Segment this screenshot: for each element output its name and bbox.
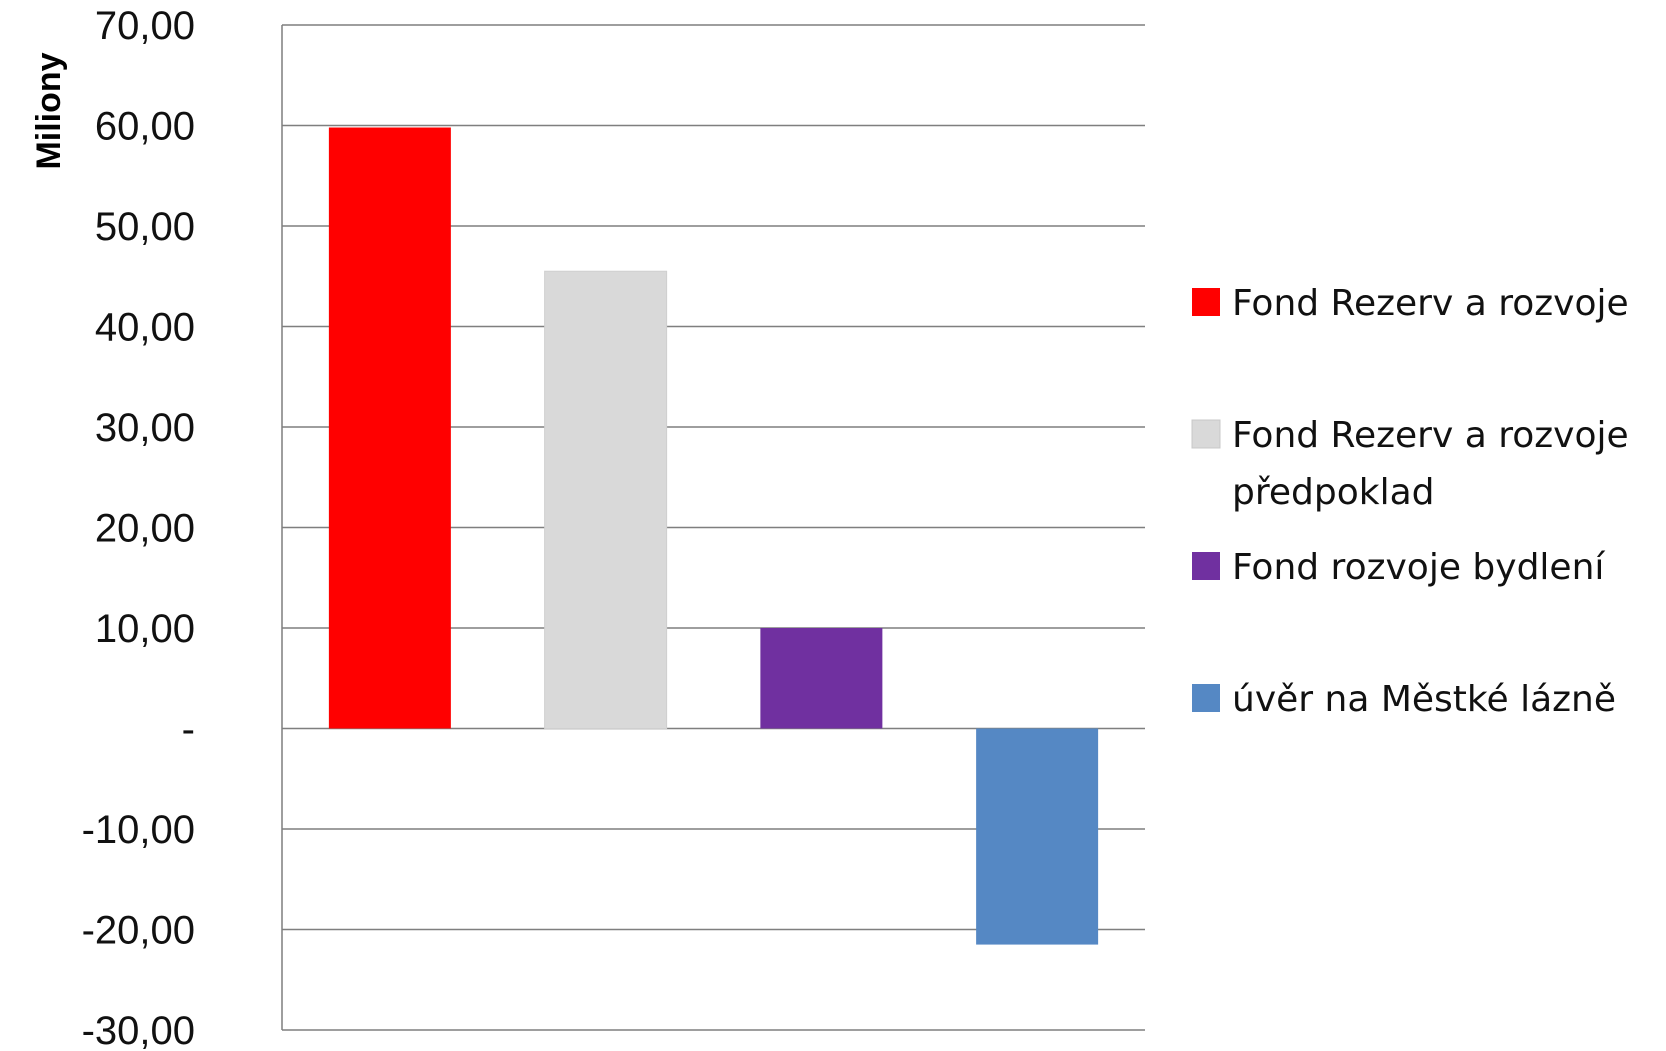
legend-label-3: Fond rozvoje bydlení <box>1232 547 1605 588</box>
y-tick-label: 30,00 <box>95 406 195 450</box>
legend: Fond Rezerv a rozvoje Fond Rezerv a rozvo… <box>1191 283 1629 720</box>
y-tick-label: 70,00 <box>95 4 195 48</box>
y-tick-label: - <box>182 708 195 752</box>
y-tick-label: 50,00 <box>95 205 195 249</box>
legend-swatch-2 <box>1191 419 1221 449</box>
y-tick-label: -10,00 <box>82 808 195 852</box>
legend-label-4: úvěr na Městké lázně <box>1232 679 1616 720</box>
bars <box>328 127 1099 945</box>
y-tick-label: -30,00 <box>82 1009 195 1051</box>
legend-label-2: Fond Rezerv a rozvoje předpoklad <box>1232 415 1629 513</box>
bar-3 <box>760 628 883 729</box>
legend-swatch-4 <box>1192 684 1220 712</box>
bar-1 <box>328 127 451 729</box>
bar-4 <box>976 728 1099 945</box>
y-tick-label: -20,00 <box>82 909 195 953</box>
y-axis-title: Miliony <box>30 52 68 169</box>
y-tick-label: 10,00 <box>95 607 195 651</box>
y-tick-labels: 70,00 60,00 50,00 40,00 30,00 20,00 10,00 - -10,… <box>82 4 195 1051</box>
y-tick-label: 60,00 <box>95 105 195 149</box>
legend-swatch-1 <box>1192 288 1220 316</box>
y-tick-label: 40,00 <box>95 306 195 350</box>
legend-label-1: Fond Rezerv a rozvoje <box>1232 283 1629 324</box>
bar-2 <box>544 270 668 729</box>
y-tick-label: 20,00 <box>95 507 195 551</box>
legend-swatch-3 <box>1192 552 1220 580</box>
